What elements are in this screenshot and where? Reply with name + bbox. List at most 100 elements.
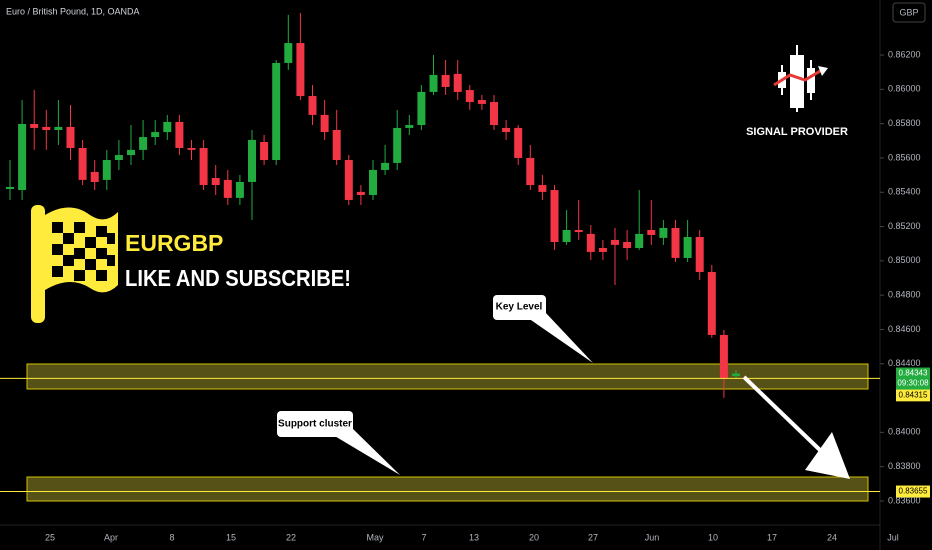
candle-body <box>550 190 559 242</box>
candle-body <box>671 227 680 258</box>
candle-body <box>30 123 39 128</box>
callout-pointer <box>528 312 593 363</box>
key-zone <box>26 363 869 390</box>
level-tag-text: 0.83655 <box>899 487 928 496</box>
candle-body <box>635 233 644 248</box>
support-zone <box>26 476 869 502</box>
y-tick-label: 0.85800 <box>888 118 921 128</box>
y-tick-label: 0.84000 <box>888 427 921 437</box>
countdown-text: 09:30:08 <box>897 379 929 388</box>
level-tag <box>896 485 930 498</box>
y-tick-label: 0.84800 <box>888 290 921 300</box>
candle-body <box>623 241 632 248</box>
candle-body <box>453 73 462 92</box>
last-price-text: 0.84343 <box>899 369 928 378</box>
candle-body <box>586 233 595 252</box>
x-tick-label: Jun <box>645 532 660 542</box>
y-tick-label: 0.85600 <box>888 152 921 162</box>
candle-body <box>199 148 208 186</box>
candle-body <box>114 155 123 161</box>
candle-body <box>538 185 547 192</box>
currency: GBP <box>899 7 918 17</box>
x-tick-label: 15 <box>226 532 236 542</box>
x-tick-label: 8 <box>169 532 174 542</box>
candle-body <box>90 172 99 182</box>
callout-pointer <box>333 428 400 475</box>
candle-body <box>344 160 353 200</box>
candle-body <box>102 160 111 180</box>
support-label: Support cluster <box>278 419 352 430</box>
candle-body <box>562 229 571 242</box>
candle-body <box>526 157 535 186</box>
candles <box>6 13 740 398</box>
y-tick-label: 0.85000 <box>888 255 921 265</box>
candle-body <box>490 102 498 126</box>
x-tick-label: 20 <box>529 532 539 542</box>
y-tick-label: 0.83800 <box>888 461 921 471</box>
level-tag <box>896 389 930 402</box>
callout-box <box>277 411 353 437</box>
x-tick-label: 24 <box>827 532 837 542</box>
candle-body <box>42 126 51 130</box>
arrow-shaft <box>742 375 824 454</box>
level-tag-text: 0.84315 <box>899 390 928 399</box>
candle-body <box>405 125 414 128</box>
x-tick-label: 10 <box>708 532 718 542</box>
candle-body <box>659 227 668 238</box>
candle-body <box>296 43 305 97</box>
key-level-label: Key Level <box>496 302 543 313</box>
candle-body <box>719 334 728 378</box>
candle-body <box>611 239 619 245</box>
y-tick-label: 0.83600 <box>888 495 921 505</box>
candle-body <box>695 237 704 273</box>
x-tick-label: May <box>366 532 384 542</box>
candle-body <box>441 74 450 87</box>
candle-body <box>6 186 14 189</box>
callout-box <box>493 295 546 320</box>
y-tick-label: 0.85400 <box>888 187 921 197</box>
x-tick-label: 17 <box>767 532 777 542</box>
candle-body <box>187 148 196 150</box>
candle-body <box>465 90 474 103</box>
candle-body <box>332 130 341 161</box>
x-tick-label: 22 <box>286 532 296 542</box>
candle-body <box>574 229 583 233</box>
candle-body <box>356 191 365 195</box>
candle-body <box>223 179 232 198</box>
symbol-text: EURGBP <box>125 230 223 256</box>
candle-body <box>308 96 317 115</box>
candle-body <box>369 169 377 195</box>
candle-body <box>163 121 172 133</box>
currency-box <box>892 2 926 23</box>
candle-body <box>514 127 523 158</box>
candle-body <box>732 373 740 377</box>
x-tick-label: 7 <box>421 532 426 542</box>
candle-body <box>235 181 244 198</box>
candle-body <box>127 149 135 156</box>
candle-body <box>502 127 511 133</box>
candle-body <box>211 178 220 186</box>
arrow-head <box>805 432 850 479</box>
slogan-text: LIKE AND SUBSCRIBE! <box>125 265 351 291</box>
candle-body <box>429 74 438 92</box>
candle-body <box>284 43 293 63</box>
candle-body <box>18 123 27 191</box>
x-tick-label: 13 <box>469 532 479 542</box>
candle-body <box>78 148 87 180</box>
brand-text: SIGNAL PROVIDER <box>746 126 848 138</box>
candle-body <box>54 126 63 130</box>
candle-body <box>683 237 692 258</box>
x-tick-label: Jul <box>887 532 899 542</box>
y-tick-label: 0.84400 <box>888 358 921 368</box>
candle-body <box>151 132 160 138</box>
candle-body <box>175 121 184 149</box>
candle-body <box>320 114 329 133</box>
candle-body <box>598 247 607 252</box>
y-tick-label: 0.86200 <box>888 49 921 59</box>
y-tick-label: 0.86000 <box>888 84 921 94</box>
candle-body <box>66 126 75 149</box>
candle-body <box>139 137 148 150</box>
